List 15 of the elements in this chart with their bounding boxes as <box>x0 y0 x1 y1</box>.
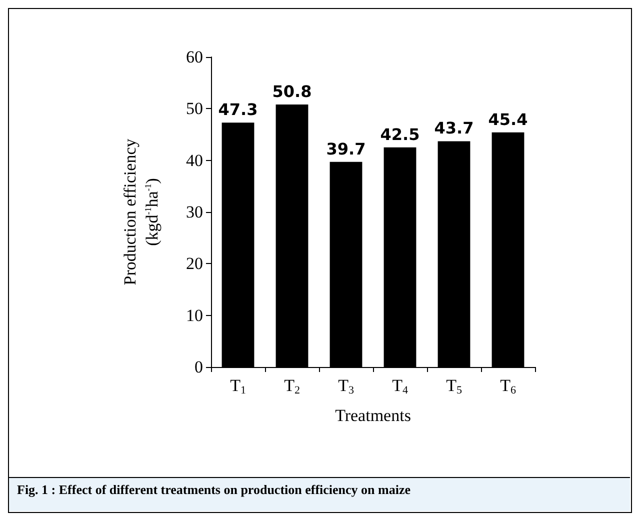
y-tick-label: 50 <box>186 99 203 118</box>
x-axis-title: Treatments <box>335 406 411 425</box>
data-label: 45.4 <box>488 110 528 129</box>
caption: Fig. 1 : Effect of different treatments on production efficiency on maize <box>17 482 412 498</box>
data-label: 43.7 <box>434 118 474 138</box>
y-tick-label: 30 <box>186 202 203 222</box>
y-tick-label: 0 <box>194 358 203 376</box>
y-tick-label: 20 <box>186 254 203 274</box>
y-tick-label: 60 <box>186 48 203 66</box>
data-label: 39.7 <box>326 139 366 158</box>
data-label: 42.5 <box>380 124 420 144</box>
data-label: 50.8 <box>272 82 312 102</box>
data-label: 47.3 <box>218 100 258 120</box>
y-tick-label: 40 <box>186 150 203 170</box>
y-tick-label: 10 <box>186 306 203 325</box>
